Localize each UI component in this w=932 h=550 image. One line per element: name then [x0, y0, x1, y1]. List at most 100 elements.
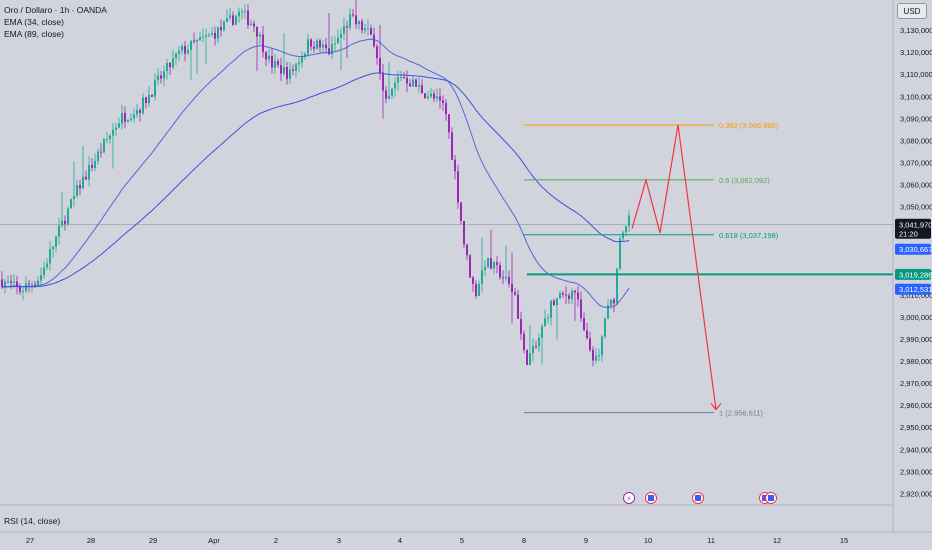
candle-body	[313, 46, 315, 49]
candle-body	[367, 28, 369, 30]
price-tick-label: 3,070,000	[900, 158, 932, 167]
candle-body	[304, 53, 306, 57]
economic-event-icon[interactable]	[765, 492, 777, 504]
candle-body	[406, 77, 408, 84]
candle-body	[238, 11, 240, 17]
rsi-label[interactable]: RSI (14, close)	[4, 516, 61, 526]
candle-body	[124, 112, 126, 122]
price-tick-label: 3,080,000	[900, 136, 932, 145]
candle-body	[127, 120, 129, 122]
price-label-support: 3,019,286	[895, 268, 932, 280]
candle-body	[1, 279, 3, 288]
candle-body	[289, 69, 291, 79]
candle-body	[484, 266, 486, 271]
economic-event-icon[interactable]	[692, 492, 704, 504]
candle-body	[535, 345, 537, 347]
candle-body	[277, 61, 279, 66]
fib-level-label: 1 (2,956,611)	[719, 409, 764, 418]
candle-body	[469, 255, 471, 278]
price-tick-label: 3,090,000	[900, 114, 932, 123]
price-label-value: 3,030,667	[899, 245, 932, 254]
candle-body	[319, 40, 321, 48]
candle-body	[331, 44, 333, 55]
candle-body	[439, 96, 441, 101]
candle-body	[247, 10, 249, 26]
candle-body	[496, 262, 498, 266]
candle-body	[424, 93, 426, 99]
candle-body	[133, 114, 135, 119]
candle-body	[16, 281, 18, 287]
price-label-box	[895, 243, 931, 255]
price-tick-label: 2,960,000	[900, 401, 932, 410]
candle-body	[262, 34, 264, 53]
price-tick-label: 2,990,000	[900, 335, 932, 344]
economic-event-icon[interactable]	[645, 492, 657, 504]
candle-body	[109, 135, 111, 140]
candle-body	[373, 34, 375, 47]
ema-fast-label[interactable]: EMA (34, close)	[4, 17, 64, 27]
price-tick-label: 2,950,000	[900, 423, 932, 432]
candle-body	[478, 284, 480, 297]
candle-body	[103, 139, 105, 153]
candle-body	[253, 23, 255, 27]
time-tick-label: 29	[149, 536, 157, 545]
candle-body	[559, 293, 561, 299]
currency-button[interactable]: USD	[897, 3, 927, 19]
candle-body	[598, 355, 600, 357]
candle-body	[553, 300, 555, 306]
candle-body	[172, 58, 174, 68]
candle-body	[619, 238, 621, 269]
candle-body	[532, 345, 534, 354]
candle-body	[562, 293, 564, 295]
candle-body	[130, 118, 132, 121]
candle-body	[493, 262, 495, 269]
candle-body	[355, 15, 357, 25]
candle-body	[259, 34, 261, 37]
ema-34-line	[1, 38, 630, 308]
candle-body	[391, 88, 393, 96]
flag-icon	[648, 495, 654, 501]
candle-body	[244, 10, 246, 12]
candle-body	[223, 21, 225, 31]
candle-body	[475, 283, 477, 297]
candle-body	[370, 28, 372, 35]
candle-body	[421, 85, 423, 94]
candle-body	[541, 326, 543, 338]
economic-event-icon[interactable]: ⚡	[623, 492, 635, 504]
candle-body	[220, 27, 222, 31]
event-circle	[623, 492, 635, 504]
time-tick-label: 4	[398, 536, 402, 545]
candle-body	[487, 258, 489, 267]
candle-body	[241, 11, 243, 13]
symbol-title[interactable]: Oro / Dollaro · 1h · OANDA	[4, 5, 107, 15]
candle-body	[202, 36, 204, 38]
ema-lines	[1, 38, 630, 308]
price-label-box	[895, 218, 931, 239]
price-tick-label: 3,000,000	[900, 313, 932, 322]
ema-slow-label[interactable]: EMA (89, close)	[4, 29, 64, 39]
candle-body	[613, 299, 615, 304]
candle-body	[214, 32, 216, 39]
candle-body	[298, 62, 300, 65]
candle-body	[433, 93, 435, 99]
price-tick-label: 2,970,000	[900, 379, 932, 388]
candle-body	[328, 48, 330, 55]
candle-body	[250, 23, 252, 26]
ema-89-line	[1, 72, 630, 288]
candle-body	[121, 112, 123, 124]
candle-body	[517, 294, 519, 319]
price-tick-label: 2,940,000	[900, 445, 932, 454]
candle-body	[514, 292, 516, 295]
candle-body	[625, 226, 627, 233]
time-tick-label: 28	[87, 536, 95, 545]
candle-body	[376, 46, 378, 59]
candle-body	[343, 26, 345, 34]
candle-body	[508, 276, 510, 284]
candle-body	[7, 281, 9, 283]
candle-body	[529, 353, 531, 366]
price-tick-label: 2,930,000	[900, 467, 932, 476]
candle-body	[568, 295, 570, 299]
candle-body	[454, 159, 456, 172]
